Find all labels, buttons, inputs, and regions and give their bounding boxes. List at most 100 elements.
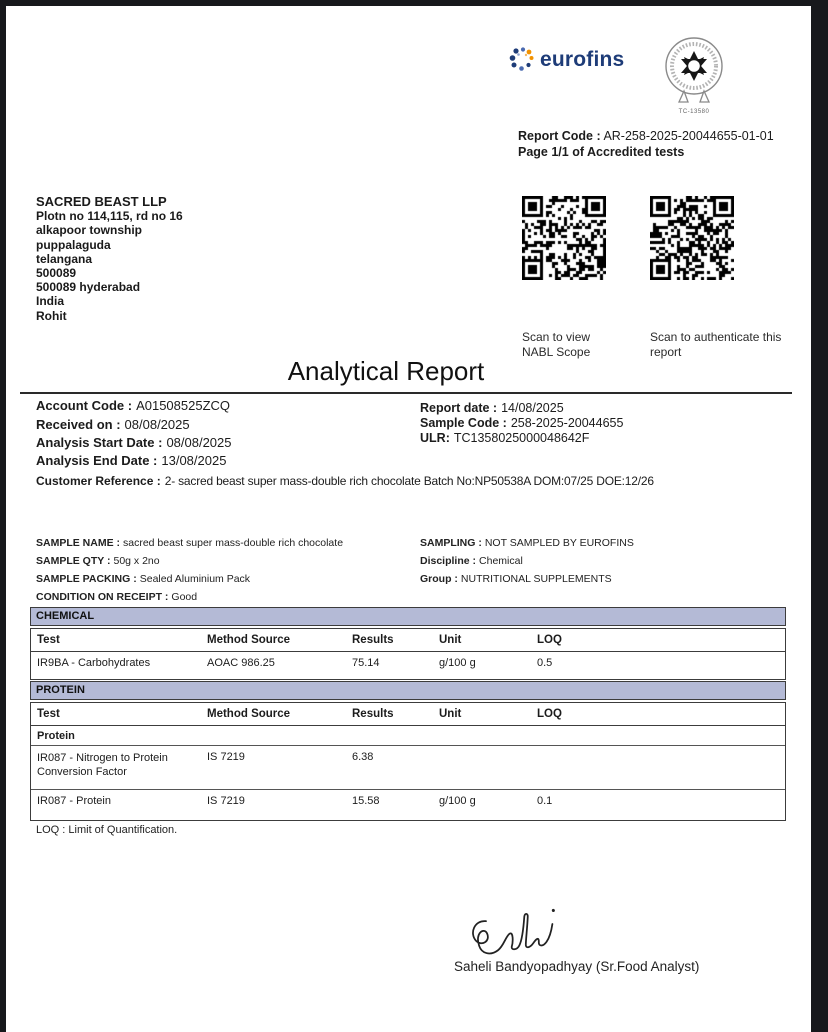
report-page: eurofins TC-13580 Report Code : AR-258-2…: [6, 6, 811, 1032]
address-line: 500089 hyderabad: [36, 280, 141, 295]
group-value: NUTRITIONAL SUPPLEMENTS: [460, 573, 612, 585]
sample-code-line: Sample Code :258-2025-20044655: [420, 416, 623, 430]
cell-loq: 0.5: [537, 657, 553, 669]
cell-method-source: AOAC 986.25: [207, 657, 275, 669]
cell-loq: 0.1: [537, 795, 553, 807]
sample-packing-line: SAMPLE PACKING : Sealed Aluminium Pack: [36, 573, 250, 585]
analysis-start-value: 08/08/2025: [166, 435, 232, 450]
condition-value: Good: [171, 591, 198, 603]
analysis-end-label: Analysis End Date :: [36, 453, 158, 468]
title-divider: [20, 392, 792, 394]
group-line: Group : NUTRITIONAL SUPPLEMENTS: [420, 573, 612, 585]
col-test: Test: [37, 708, 60, 720]
loq-footnote: LOQ : Limit of Quantification.: [36, 824, 178, 836]
sample-qty-label: SAMPLE QTY :: [36, 555, 111, 567]
analyst-name: Saheli Bandyopadhyay (Sr.Food Analyst): [454, 959, 700, 974]
ulr-label: ULR:: [420, 431, 450, 445]
cell-method-source: IS 7219: [207, 751, 245, 763]
address-line: puppalaguda: [36, 237, 111, 252]
address-line: telangana: [36, 251, 93, 266]
page-info: Page 1/1 of Accredited tests: [518, 145, 685, 159]
ulr-line: ULR: TC1358025000048642F: [420, 431, 589, 445]
cell-loq: [531, 746, 785, 751]
received-on-value: 08/08/2025: [124, 417, 190, 432]
discipline-label: Discipline :: [420, 555, 477, 567]
nabl-seal-icon: [665, 37, 723, 103]
nabl-seal: TC-13580: [648, 36, 740, 115]
discipline-line: Discipline : Chemical: [420, 555, 523, 567]
protein-table: PROTEIN Test Method Source Results Unit …: [30, 681, 786, 821]
col-test: Test: [37, 634, 60, 646]
cell-results: 75.14: [352, 657, 380, 669]
condition-line: CONDITION ON RECEIPT : Good: [36, 591, 197, 603]
chemical-header-row: Test Method Source Results Unit LOQ: [31, 629, 785, 652]
page-title: Analytical Report: [287, 356, 485, 386]
report-date-line: Report date :14/08/2025: [420, 401, 564, 415]
account-code-label: Account Code :: [36, 398, 133, 413]
cell-unit: g/100 g: [439, 795, 476, 807]
col-results: Results: [352, 634, 394, 646]
cell-method-source: IS 7219: [207, 795, 245, 807]
signature: [472, 908, 555, 955]
qr-caption-nabl-scope: Scan to view NABL Scope: [522, 330, 591, 359]
sampling-label: SAMPLING :: [420, 537, 482, 549]
col-method-source: Method Source: [207, 634, 291, 646]
table-row: IR9BA - Carbohydrates AOAC 986.25 75.14 …: [31, 652, 785, 679]
col-method-source: Method Source: [207, 708, 291, 720]
address-line: Rohit: [36, 308, 67, 323]
analysis-start-line: Analysis Start Date :08/08/2025: [36, 435, 232, 450]
group-row: Protein: [31, 726, 785, 746]
col-loq: LOQ: [537, 634, 562, 646]
chemical-table: CHEMICAL Test Method Source Results Unit…: [30, 607, 786, 680]
cell-test: IR087 - Protein: [37, 795, 111, 807]
discipline-value: Chemical: [479, 555, 523, 567]
customer-reference-line: Customer Reference :2- sacred beast supe…: [36, 474, 654, 488]
address-line: alkapoor township: [36, 223, 143, 238]
address-line: 500089: [36, 266, 77, 281]
analysis-start-label: Analysis Start Date :: [36, 435, 163, 450]
sample-name-value: sacred beast super mass-double rich choc…: [123, 537, 344, 549]
cell-unit: [433, 746, 531, 751]
cell-results: 6.38: [352, 751, 374, 763]
address-line: Plotn no 114,115, rd no 16: [36, 209, 183, 224]
report-date-label: Report date :: [420, 401, 498, 415]
customer-reference-label: Customer Reference :: [36, 474, 161, 488]
address-line: India: [36, 294, 65, 309]
cell-test: IR087 - Nitrogen to Protein Conversion F…: [37, 752, 168, 778]
sample-name-label: SAMPLE NAME :: [36, 537, 120, 549]
cell-test: IR9BA - Carbohydrates: [37, 657, 151, 669]
chemical-section-header: CHEMICAL: [30, 607, 786, 626]
ulr-value: TC1358025000048642F: [453, 431, 590, 445]
report-code-label: Report Code :: [518, 129, 601, 143]
customer-name: SACRED BEAST LLP: [36, 194, 167, 209]
sampling-value: NOT SAMPLED BY EUROFINS: [484, 537, 634, 549]
sample-code-label: Sample Code :: [420, 416, 507, 430]
accreditation-code: TC-13580: [678, 109, 710, 115]
customer-address: SACRED BEAST LLP Plotn no 114,115, rd no…: [36, 194, 183, 323]
received-on-line: Received on :08/08/2025: [36, 417, 190, 432]
protein-header-row: Test Method Source Results Unit LOQ: [31, 703, 785, 726]
sample-packing-label: SAMPLE PACKING :: [36, 573, 137, 585]
cell-results: 15.58: [352, 795, 380, 807]
sample-qty-line: SAMPLE QTY :50g x 2no: [36, 555, 160, 567]
cell-unit: g/100 g: [439, 657, 476, 669]
qr-code-nabl-scope: [522, 196, 606, 280]
analysis-end-line: Analysis End Date :13/08/2025: [36, 453, 226, 468]
analysis-end-value: 13/08/2025: [161, 453, 227, 468]
customer-reference-value: 2- sacred beast super mass-double rich c…: [164, 474, 654, 488]
eurofins-logo: [508, 46, 536, 79]
received-on-label: Received on :: [36, 417, 121, 432]
report-code-value: AR-258-2025-20044655-01-01: [603, 129, 774, 143]
report-date-value: 14/08/2025: [501, 401, 564, 415]
sample-name-line: SAMPLE NAME : sacred beast super mass-dou…: [36, 537, 343, 549]
group-label: Group :: [420, 573, 458, 585]
qr-caption-authenticate: Scan to authenticate this report: [650, 330, 782, 359]
col-loq: LOQ: [537, 708, 562, 720]
sampling-line: SAMPLING : NOT SAMPLED BY EUROFINS: [420, 537, 634, 549]
protein-section-header: PROTEIN: [30, 681, 786, 700]
condition-label: CONDITION ON RECEIPT :: [36, 591, 169, 603]
sample-packing-value: Sealed Aluminium Pack: [139, 573, 251, 585]
table-row: IR087 - Protein IS 7219 15.58 g/100 g 0.…: [31, 790, 785, 820]
qr-code-authenticate: [650, 196, 734, 280]
table-row: IR087 - Nitrogen to Protein Conversion F…: [31, 746, 785, 790]
